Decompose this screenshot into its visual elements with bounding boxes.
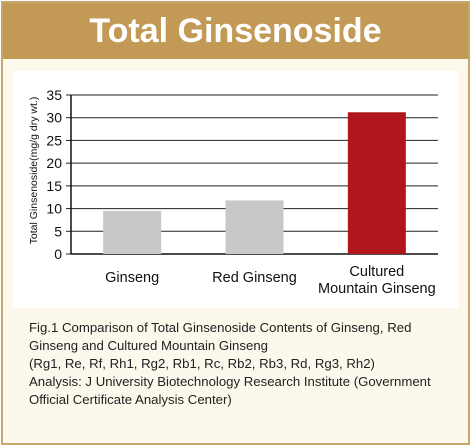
bar xyxy=(347,112,406,255)
bar-chart: 0 5 10 15 20 25 30 35 Total Ginsenoside(mg/g dry… xyxy=(28,87,438,297)
bar xyxy=(103,210,162,254)
caption-line: (Rg1, Re, Rf, Rh1, Rg2, Rb1, Rc, Rb2, Rb… xyxy=(29,356,375,371)
x-tick-label: Ginseng xyxy=(105,270,159,286)
caption-line: Fig.1 Comparison of Total Ginsenoside Co… xyxy=(29,320,412,335)
y-tick-label: 20 xyxy=(46,155,62,171)
x-tick-label: Red Ginseng xyxy=(212,270,297,286)
x-tick-label: Cultured Mountain Ginseng xyxy=(318,264,436,297)
y-tick-label: 15 xyxy=(46,178,62,194)
y-tick-label: 0 xyxy=(54,246,62,262)
caption-line: Ginseng and Cultured Mountain Ginseng xyxy=(29,338,268,353)
y-tick-label: 35 xyxy=(46,87,62,103)
y-tick-label: 30 xyxy=(46,110,62,126)
bar xyxy=(225,200,284,254)
y-tick-label: 10 xyxy=(46,201,62,217)
caption-line: Official Certificate Analysis Center) xyxy=(29,392,232,407)
caption-line: Analysis: J University Biotechnology Res… xyxy=(29,374,431,389)
chart-panel: 0 5 10 15 20 25 30 35 Total Ginsenoside(mg/g dry… xyxy=(13,71,458,308)
chart-title: Total Ginsenoside xyxy=(3,3,468,59)
y-tick-label: 5 xyxy=(54,223,62,239)
y-tick-label: 25 xyxy=(46,132,62,148)
y-axis-label: Total Ginsenoside(mg/g dry wt.) xyxy=(28,97,40,245)
figure-caption: Fig.1 Comparison of Total Ginsenoside Co… xyxy=(29,319,454,409)
